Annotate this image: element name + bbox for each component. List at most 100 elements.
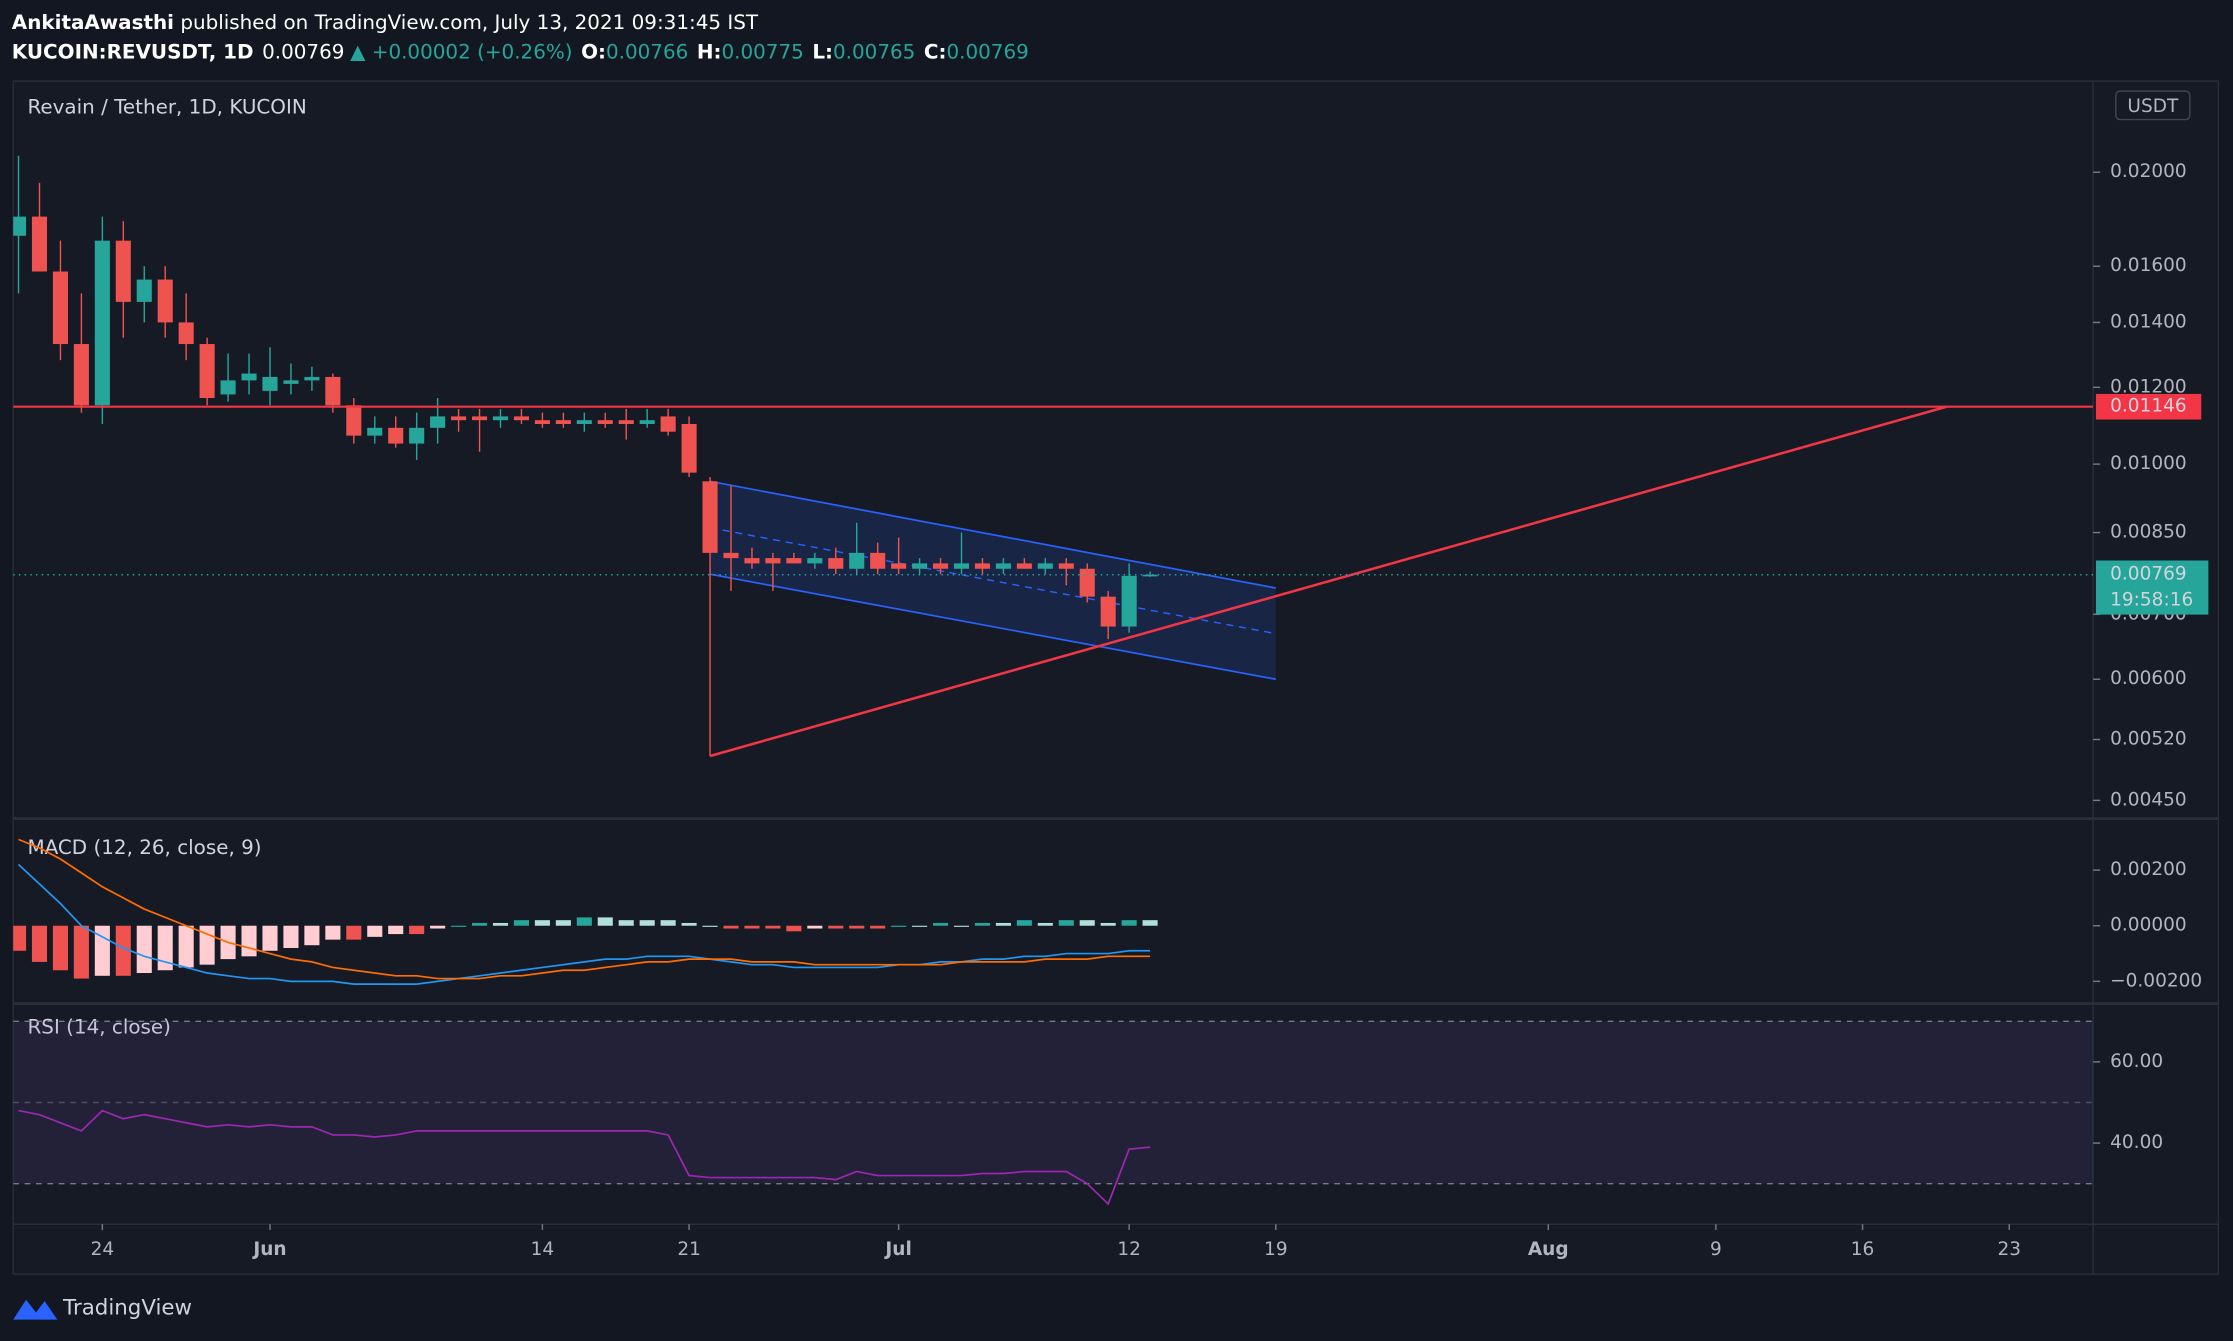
indicator-line (18, 1109, 1151, 1206)
candle-body (346, 405, 362, 436)
macd-histogram-bar (513, 920, 529, 926)
y-tick-label: 0.01200 (2110, 376, 2187, 397)
macd-histogram-bar (660, 920, 676, 926)
macd-histogram-bar (1100, 922, 1116, 926)
trend-line (709, 405, 1947, 758)
macd-histogram-bar (765, 925, 781, 929)
candle-body (1016, 563, 1032, 569)
logo-icon (13, 1299, 58, 1320)
close-label: C: (924, 40, 947, 63)
candle-body (786, 558, 802, 564)
candle-body (241, 373, 257, 381)
macd-histogram-bar (639, 920, 655, 926)
y-tick-label: 0.01400 (2110, 311, 2187, 332)
last-price-label: 0.00769 (2110, 564, 2187, 585)
brand: TradingView (62, 1295, 192, 1320)
candle-body (409, 427, 425, 444)
macd-histogram-bar (325, 925, 341, 940)
macd-histogram-bar (31, 925, 48, 962)
macd-histogram-bar (702, 925, 718, 927)
y-tick-label: 60.00 (2110, 1051, 2163, 1072)
candle-body (891, 563, 907, 569)
candle-body (31, 216, 48, 272)
y-tick-label: −0.00200 (2110, 970, 2202, 991)
macd-histogram-bar (13, 925, 27, 951)
macd-histogram-bar (262, 925, 278, 951)
open-value: 0.00766 (606, 40, 688, 63)
last-price-box (2095, 560, 2209, 615)
low-label: L: (812, 40, 833, 63)
macd-histogram-bar (912, 925, 928, 927)
macd-histogram-bar (52, 925, 68, 971)
channel-mid (709, 527, 1276, 635)
macd-histogram-bar (807, 925, 823, 929)
close-value: 0.00769 (946, 40, 1028, 63)
plot-area (13, 155, 2094, 1206)
x-tick-label: 14 (531, 1239, 555, 1260)
macd-histogram-bar (576, 917, 592, 926)
published: published on TradingView.com, July 13, 2… (174, 10, 759, 33)
macd-histogram-bar (534, 920, 550, 926)
symbol-line: KUCOIN:REVUSDT, 1D 0.00769 ▲ +0.00002 (+0.… (12, 40, 1029, 63)
candle-body (744, 558, 760, 564)
macd-histogram-bar (1016, 920, 1032, 926)
macd-histogram-bar (1058, 920, 1074, 926)
symbol: KUCOIN:REVUSDT, 1D (12, 40, 254, 63)
y-tick-label: 0.00520 (2110, 729, 2187, 750)
hline-price-label: 0.01146 (2110, 396, 2187, 417)
x-tick-label: 23 (1997, 1239, 2021, 1260)
candle-body (430, 416, 446, 428)
candle-body (555, 420, 571, 424)
low-value: 0.00765 (833, 40, 915, 63)
y-tick-label: 0.01000 (2110, 453, 2187, 474)
candle-body (136, 279, 152, 302)
candle-body (304, 376, 320, 381)
macd-histogram-bar (409, 925, 425, 935)
macd-histogram-bar (430, 925, 446, 929)
macd-histogram-bar (157, 925, 173, 971)
currency-box (2115, 90, 2191, 121)
macd-histogram-bar (1079, 920, 1095, 926)
channel-upper (709, 480, 1276, 589)
macd-histogram-bar (618, 920, 634, 926)
candle-body (912, 563, 928, 569)
macd-histogram-bar (723, 925, 739, 929)
macd-histogram-bar (870, 925, 886, 929)
macd-histogram-bar (304, 925, 320, 946)
candle-body (73, 344, 89, 406)
candle-body (849, 552, 865, 569)
x-tick-label: 12 (1117, 1239, 1141, 1260)
candle-body (974, 563, 991, 569)
macd-histogram-bar (1037, 922, 1053, 926)
open-label: O: (581, 40, 606, 63)
macd-histogram-bar (346, 925, 362, 940)
macd-histogram-bar (828, 925, 844, 929)
x-tick-label: 19 (1264, 1239, 1288, 1260)
candle-body (953, 563, 970, 569)
macd-histogram-bar (283, 925, 299, 948)
candle-body (157, 279, 173, 323)
candle-body (597, 420, 613, 424)
y-tick-label: 0.01600 (2110, 255, 2187, 276)
chart-frame (12, 80, 2220, 1275)
macd-histogram-bar (786, 925, 802, 932)
candle-body (660, 416, 676, 432)
candle-body (995, 563, 1011, 569)
macd-histogram-bar (178, 925, 194, 968)
macd-pane-title: MACD (12, 26, close, 9) (27, 836, 261, 859)
candle-body (367, 427, 383, 436)
countdown: 19:58:16 (2110, 589, 2193, 610)
macd-histogram-bar (388, 925, 404, 935)
candle-body (52, 271, 68, 345)
macd-histogram-bar (681, 922, 697, 926)
macd-histogram-bar (1142, 920, 1158, 926)
candle-body (471, 416, 488, 421)
y-tick-label: 0.00000 (2110, 915, 2187, 936)
candle-body (220, 380, 236, 395)
candle-body (1037, 563, 1053, 569)
candle-body (681, 423, 697, 473)
macd-histogram-bar (115, 925, 131, 976)
macd-histogram-bar (367, 925, 383, 937)
candle-body (933, 563, 949, 569)
candle-body (1121, 575, 1137, 627)
